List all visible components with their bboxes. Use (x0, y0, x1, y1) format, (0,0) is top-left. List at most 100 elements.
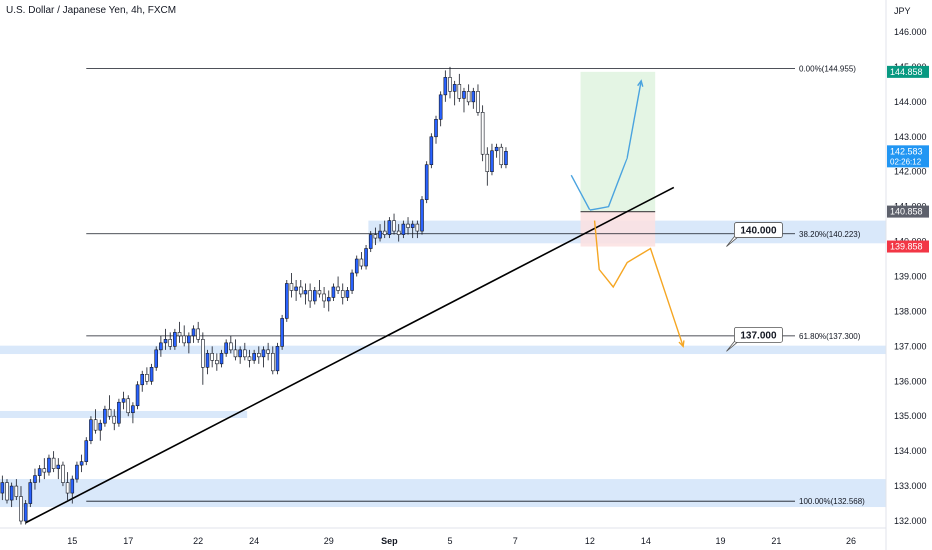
price-callout[interactable]: 140.000 (726, 222, 783, 247)
projection-paths (570, 79, 685, 348)
candle-body (424, 164, 429, 200)
candle-body (103, 408, 107, 424)
candle-body (317, 290, 322, 295)
time-tick-label: 12 (585, 536, 595, 546)
candle-body (494, 146, 499, 152)
support-zone (0, 345, 886, 355)
candle-body (280, 318, 284, 347)
candle-body (191, 328, 196, 337)
candle-body (70, 478, 75, 494)
candle-body (401, 223, 406, 235)
candle-body (387, 220, 392, 235)
callout-box (734, 222, 783, 238)
candle-body (392, 220, 396, 232)
candle-body (308, 290, 312, 302)
candle-body (247, 356, 252, 361)
candle-body (284, 283, 289, 319)
candle-body (23, 503, 28, 522)
candle-body (340, 290, 345, 298)
candle-body (480, 112, 485, 155)
candle-body (28, 482, 33, 504)
fib-level-label: 0.00%(144.955) (799, 64, 856, 73)
price-tick-label: 132.000 (894, 516, 927, 526)
candle-body (504, 151, 508, 166)
bullish-projection-arrowhead (637, 79, 644, 87)
time-tick-label: 26 (846, 536, 856, 546)
time-tick-label: 29 (324, 536, 334, 546)
candle-body (271, 353, 275, 372)
price-tick-label: 146.000 (894, 27, 927, 37)
fibonacci-retracement: 0.00%(144.955) 38.20%(140.223) 61.80%(137.… (86, 64, 865, 506)
candle-body (368, 234, 373, 249)
fib-level-label: 38.20%(140.223) (799, 230, 861, 239)
candle-body (373, 234, 378, 239)
candle-body (326, 297, 331, 302)
candles (0, 66, 508, 525)
candle-body (345, 290, 350, 298)
candle-body (420, 199, 424, 232)
candle-body (410, 223, 415, 228)
long-position-tool (580, 71, 656, 247)
time-axis: 15 17 22 24 29 Sep 5 7 12 14 19 21 26 (0, 527, 886, 546)
candle-body (448, 77, 452, 92)
support-zone (0, 410, 248, 418)
trendline-layer (25, 186, 675, 524)
candle-body (303, 290, 308, 295)
candle-body (252, 353, 256, 361)
candle-body (359, 258, 364, 267)
candle-body (266, 349, 270, 354)
callout-label: 140.000 (740, 226, 777, 237)
candle-body (354, 258, 359, 274)
candle-body (429, 136, 434, 166)
time-tick-label: 7 (513, 536, 518, 546)
candle-body (229, 342, 233, 351)
candle-body (121, 398, 126, 403)
bearish-projection (593, 220, 684, 347)
price-tag-label: 144.858 (890, 67, 923, 77)
price-tick-label: 136.000 (894, 376, 927, 386)
candle-body (182, 335, 186, 344)
candle-body (434, 119, 438, 138)
fib-level-label: 61.80%(137.300) (799, 332, 861, 341)
target-zone (580, 71, 656, 212)
fib-level-label: 100.00%(132.568) (799, 497, 865, 506)
candle-body (126, 398, 131, 414)
price-tag-bg (887, 65, 929, 78)
candle-body (51, 457, 56, 469)
candle-body (84, 440, 89, 462)
candle-body (466, 91, 471, 103)
candle-body (117, 401, 121, 424)
candle-body (107, 408, 112, 417)
candle-body (438, 94, 443, 120)
candle-body (243, 349, 247, 358)
candle-body (201, 339, 205, 368)
candle-body (476, 91, 480, 113)
price-callout[interactable]: 137.000 (726, 326, 783, 352)
candle-body (396, 230, 401, 235)
candle-body (168, 339, 172, 347)
candle-body (238, 349, 242, 358)
price-tick-label: 135.000 (894, 411, 927, 421)
candle-body (382, 230, 387, 235)
candle-body (19, 496, 23, 522)
candle-body (452, 84, 457, 92)
candle-body (177, 332, 182, 337)
price-tick-label: 144.000 (894, 97, 927, 107)
candle-body (112, 415, 117, 424)
candle-body (471, 91, 476, 103)
candle-body (415, 223, 420, 232)
candle-body (205, 353, 210, 368)
candle-body (499, 146, 504, 166)
candle-body (98, 422, 103, 431)
price-tick-label: 142.000 (894, 167, 927, 177)
chart-title: U.S. Dollar / Japanese Yen, 4h, FXCM (6, 5, 177, 16)
time-tick-label: 24 (249, 536, 259, 546)
callout-pointer (726, 341, 739, 352)
candle-body (163, 339, 168, 344)
candle-body (490, 150, 494, 172)
price-tick-label: 134.000 (894, 446, 927, 456)
candle-body (322, 293, 326, 302)
candle-body (65, 482, 70, 494)
price-tag: 140.858 (887, 205, 929, 218)
